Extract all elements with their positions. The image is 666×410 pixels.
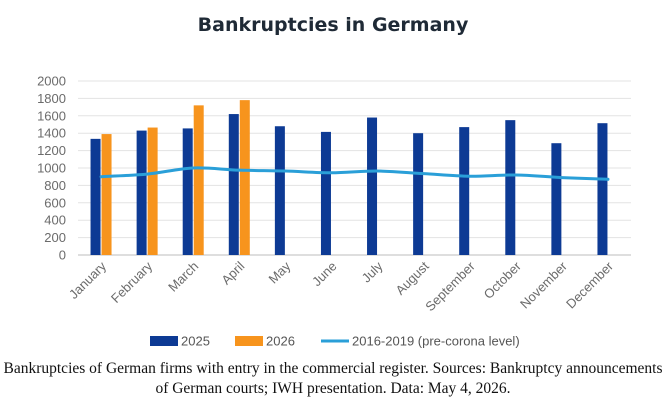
y-tick-label: 400 <box>44 213 66 228</box>
x-tick-label: January <box>66 258 110 302</box>
x-tick-label: April <box>218 258 247 287</box>
bar-2026-January <box>101 134 112 255</box>
bar-2026-March <box>193 105 204 255</box>
bar-2025-March <box>182 128 193 255</box>
y-tick-label: 2000 <box>37 74 66 89</box>
chart-plot: 0 200 400 600 800 1000 1200 1400 1600 1800 2000 Jan… <box>37 74 631 349</box>
y-tick-label: 1200 <box>37 143 66 158</box>
line-series-precorona <box>99 166 610 181</box>
bar-2026-April <box>239 100 250 255</box>
x-tick-label: October <box>481 258 525 302</box>
y-tick-label: 1000 <box>37 161 66 176</box>
bar-2025-May <box>274 126 285 256</box>
x-tick-label: February <box>108 258 156 306</box>
x-tick-label: June <box>309 259 340 290</box>
y-tick-label: 1800 <box>37 91 66 106</box>
bar-2025-January <box>90 138 101 255</box>
bar-2025-October <box>505 120 516 256</box>
bar-2025-September <box>459 127 470 255</box>
x-tick-label: March <box>165 259 201 295</box>
x-tick-label: August <box>393 258 432 297</box>
bar-2025-December <box>597 123 608 255</box>
y-tick-label: 600 <box>44 195 66 210</box>
bar-2025-February <box>136 130 147 255</box>
bar-2025-June <box>320 131 331 255</box>
legend-label: 2025 <box>181 334 210 349</box>
y-tick-label: 200 <box>44 230 66 245</box>
bar-2025-November <box>551 143 562 255</box>
bar-2025-August <box>413 133 424 255</box>
legend-swatch <box>150 336 178 346</box>
y-tick-label: 1600 <box>37 108 66 123</box>
x-tick-label: July <box>359 258 386 285</box>
bar-2026-February <box>147 127 158 255</box>
chart-title: Bankruptcies in Germany <box>197 14 469 36</box>
chart-caption: Bankruptcies of German firms with entry … <box>3 360 663 397</box>
bar-2025-April <box>228 114 239 255</box>
bar-2025-July <box>367 117 378 255</box>
y-tick-label: 0 <box>59 248 66 263</box>
x-tick-label: May <box>266 258 294 286</box>
legend-swatch <box>235 336 263 346</box>
x-tick-label: September <box>422 258 478 314</box>
y-tick-label: 1400 <box>37 126 66 141</box>
legend-label: 2026 <box>266 334 295 349</box>
legend-label: 2016-2019 (pre-corona level) <box>352 334 520 349</box>
x-tick-label: December <box>563 258 616 311</box>
y-tick-label: 800 <box>44 178 66 193</box>
x-tick-label: November <box>517 258 570 311</box>
